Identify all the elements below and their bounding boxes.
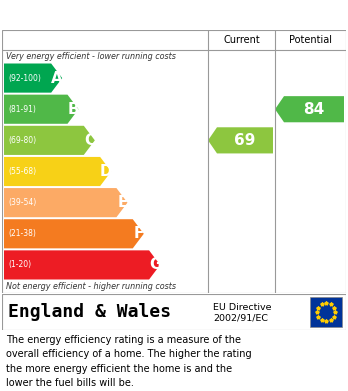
Text: Current: Current [223,35,260,45]
Text: E: E [117,195,128,210]
Polygon shape [4,126,95,155]
Text: 69: 69 [234,133,255,148]
Text: (69-80): (69-80) [8,136,36,145]
Polygon shape [4,250,160,280]
Text: B: B [68,102,79,117]
Text: The energy efficiency rating is a measure of the
overall efficiency of a home. T: The energy efficiency rating is a measur… [6,335,252,388]
Text: (1-20): (1-20) [8,260,31,269]
Text: (55-68): (55-68) [8,167,36,176]
Text: G: G [149,257,161,273]
Text: EU Directive: EU Directive [213,303,271,312]
Polygon shape [4,188,127,217]
Polygon shape [4,219,144,248]
Polygon shape [275,96,344,122]
Polygon shape [4,157,111,186]
Bar [310,297,342,327]
Text: (39-54): (39-54) [8,198,36,207]
Text: D: D [100,164,112,179]
Text: 84: 84 [303,102,324,117]
Text: (81-91): (81-91) [8,105,36,114]
Text: 2002/91/EC: 2002/91/EC [213,314,268,323]
Polygon shape [208,127,273,153]
Text: F: F [134,226,144,241]
Text: Very energy efficient - lower running costs: Very energy efficient - lower running co… [6,52,176,61]
Text: (92-100): (92-100) [8,74,41,83]
Polygon shape [4,63,62,93]
Text: Energy Efficiency Rating: Energy Efficiency Rating [8,7,229,22]
Text: Not energy efficient - higher running costs: Not energy efficient - higher running co… [6,282,176,291]
Text: Potential: Potential [289,35,332,45]
Text: England & Wales: England & Wales [8,303,171,321]
Text: (21-38): (21-38) [8,229,36,238]
Text: A: A [52,70,63,86]
Text: C: C [84,133,95,148]
Polygon shape [4,95,79,124]
